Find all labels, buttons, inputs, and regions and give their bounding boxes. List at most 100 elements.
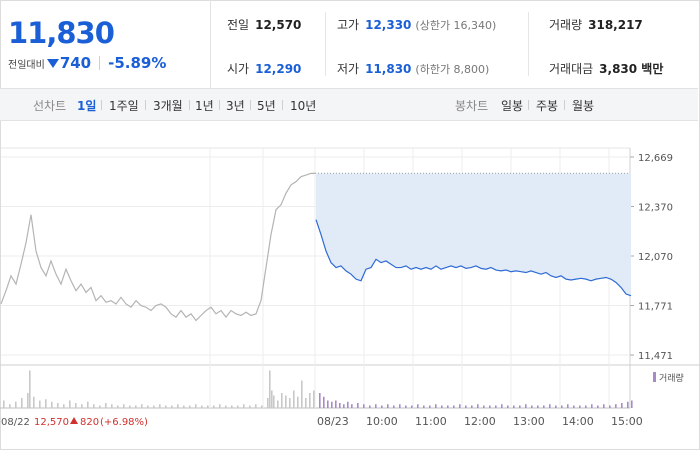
volume-bar: [201, 405, 203, 408]
volume-bar: [207, 405, 209, 408]
volume-bar: [387, 404, 389, 408]
upper-limit: (상한가 16,340): [415, 19, 497, 32]
volume-bar: [631, 400, 633, 408]
x-tick-label: 15:00: [611, 415, 643, 428]
x-tick-label: 11:00: [415, 415, 447, 428]
volume-bar: [195, 404, 197, 408]
open-label: 시가: [227, 62, 250, 76]
volume-bar: [331, 401, 333, 408]
change-row: 전일대비 740 -5.89%: [8, 54, 166, 72]
volume-bar: [405, 405, 407, 408]
divider: [101, 100, 102, 110]
tab-5year[interactable]: 5년: [257, 99, 276, 113]
volume-bar: [309, 393, 311, 408]
tab-monthly[interactable]: 월봉: [572, 99, 595, 113]
volume-bar: [21, 398, 23, 408]
volume-bar: [471, 405, 473, 408]
price-chart: 12,669 12,370 12,070 11,771 11,471 거래량 08/23 10…: [0, 147, 700, 428]
tab-3year[interactable]: 3년: [226, 99, 245, 113]
volume-bar: [313, 390, 315, 408]
trade-value-stat: 거래대금 3,830 백만: [549, 60, 663, 77]
volume-bar: [531, 405, 533, 408]
open-value: 12,290: [255, 62, 302, 76]
divider: [145, 100, 146, 110]
volume-legend-label: 거래량: [659, 372, 684, 384]
volume-bar: [9, 404, 11, 408]
volume-bar: [381, 405, 383, 408]
volume-bar: [399, 404, 401, 408]
volume-bar: [495, 405, 497, 408]
volume-bar: [123, 404, 125, 408]
change-label: 전일대비: [8, 59, 45, 71]
volume-bar: [543, 405, 545, 408]
volume-bar: [39, 400, 41, 408]
volume-bar: [609, 405, 611, 408]
volume-label: 거래량: [549, 18, 583, 32]
tab-10year[interactable]: 10년: [290, 99, 317, 113]
volume-bar: [171, 405, 173, 408]
divider: [219, 100, 220, 110]
volume-bar: [423, 405, 425, 408]
x-tick-label: 10:00: [366, 415, 398, 428]
volume-bar: [183, 405, 185, 408]
volume-bar: [335, 400, 337, 408]
volume-bar: [369, 405, 371, 408]
volume-bar: [99, 405, 101, 408]
prev-day-close: 12,570: [34, 417, 69, 428]
divider: [250, 100, 251, 110]
volume-bar: [603, 404, 605, 408]
volume-bar: [519, 405, 521, 408]
tab-weekly[interactable]: 주봉: [536, 99, 559, 113]
volume-bar: [347, 401, 349, 408]
today-fill: [316, 173, 631, 296]
volume-bar: [267, 398, 269, 408]
volume-bar: [327, 400, 329, 408]
prev-day-change-pct: (+6.98%): [100, 417, 148, 428]
volume-bar: [261, 405, 263, 408]
volume-bar: [153, 405, 155, 408]
volume-bar: [441, 405, 443, 408]
change-percent: -5.89%: [108, 54, 167, 72]
tab-1year[interactable]: 1년: [195, 99, 214, 113]
volume-bar: [363, 404, 365, 408]
volume-bar: [69, 400, 71, 408]
volume-bar: [567, 404, 569, 408]
volume-bar: [81, 404, 83, 408]
volume-bar: [489, 405, 491, 408]
volume-bar: [627, 401, 629, 408]
volume-bar: [339, 403, 341, 408]
today-line: [315, 219, 632, 297]
prev-close-stat: 전일 12,570: [227, 16, 301, 33]
volume-bar: [579, 405, 581, 408]
x-tick-label: 08/23: [317, 415, 349, 428]
divider: [99, 56, 101, 70]
volume-bar: [453, 405, 455, 408]
tab-daily[interactable]: 일봉: [501, 99, 524, 113]
volume-bar: [621, 403, 623, 408]
volume-bar: [465, 405, 467, 408]
volume-bar: [177, 404, 179, 408]
volume-bar: [293, 390, 295, 408]
volume-bar: [537, 405, 539, 408]
volume-bar: [549, 404, 551, 408]
volume-bar: [447, 405, 449, 408]
volume-bar: [305, 398, 307, 408]
tab-1day[interactable]: 1일: [77, 99, 97, 113]
volume-stat: 거래량 318,217: [549, 16, 643, 33]
volume-bar: [29, 370, 31, 408]
tab-1week[interactable]: 1주일: [109, 99, 139, 113]
volume-bar: [111, 404, 113, 408]
volume-bar: [141, 404, 143, 408]
y-tick-label: 12,669: [638, 153, 673, 164]
y-tick-label: 12,070: [638, 252, 673, 263]
volume-bar: [117, 405, 119, 408]
prev-close-label: 전일: [227, 18, 250, 32]
volume-bar: [273, 395, 275, 408]
volume-bar: [249, 405, 251, 408]
tab-3month[interactable]: 3개월: [153, 99, 183, 113]
volume-bar: [231, 405, 233, 408]
volume-bar: [289, 398, 291, 408]
chart-area: [316, 173, 631, 296]
volume-bar: [213, 405, 215, 408]
chart-lines: [0, 172, 632, 322]
